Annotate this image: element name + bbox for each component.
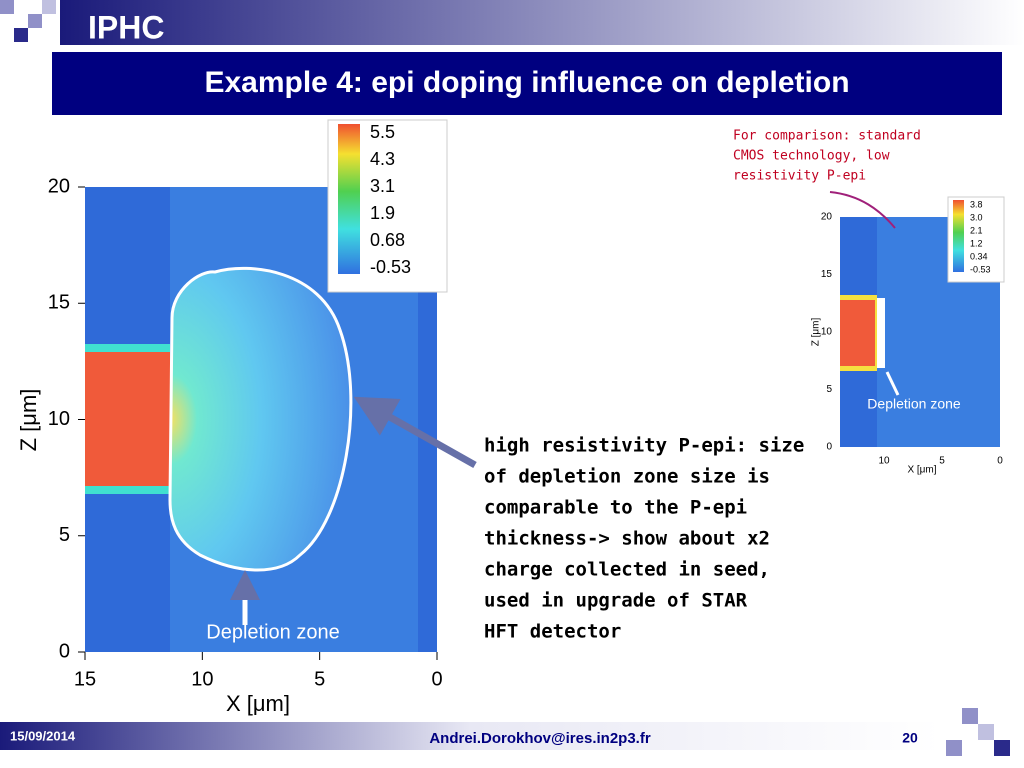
colorbar-label: 0.34 [970, 251, 988, 261]
depletion-zone [877, 298, 885, 368]
y-tick-label: 0 [826, 442, 832, 453]
y-tick-label: 10 [821, 327, 833, 338]
x-tick-label: 5 [939, 456, 945, 467]
caption-line: resistivity P-epi [733, 169, 866, 184]
colorbar-label: 3.1 [370, 176, 395, 196]
body-line: used in upgrade of STAR [484, 590, 748, 612]
colorbar-label: 3.8 [970, 199, 983, 209]
y-tick-label: 15 [48, 292, 70, 314]
x-tick-label: 10 [878, 456, 890, 467]
logo-text: IPHC [88, 9, 164, 45]
pointer-arrow [353, 396, 477, 469]
colorbar-label: 2.1 [970, 225, 983, 235]
caption-line: For comparison: standard [733, 129, 921, 144]
body-line: comparable to the P-epi [484, 497, 747, 519]
colorbar-label: 3.0 [970, 212, 983, 222]
annotation-arrow [885, 371, 900, 396]
colorbar-label: 1.2 [970, 238, 983, 248]
footer-squares [946, 708, 1010, 756]
footer-date: 15/09/2014 [10, 728, 76, 743]
colorbar [338, 124, 360, 274]
doped-region [840, 300, 875, 366]
body-text: high resistivity P-epi: size of depletion… [484, 435, 804, 643]
y-axis-label: Z [μm] [811, 318, 822, 347]
colorbar [953, 200, 964, 272]
doped-region [85, 352, 170, 486]
colorbar-label: 5.5 [370, 122, 395, 142]
x-tick-label: 0 [997, 456, 1003, 467]
x-axis-label: X [μm] [907, 465, 936, 476]
x-axis-label: X [μm] [226, 691, 290, 716]
colorbar-label: 1.9 [370, 203, 395, 223]
colorbar-label: 4.3 [370, 149, 395, 169]
y-tick-label: 5 [826, 384, 832, 395]
title-band [52, 52, 1002, 115]
footer-band [0, 722, 940, 750]
colorbar-label: -0.53 [370, 257, 411, 277]
y-tick-label: 20 [48, 175, 70, 197]
logo-squares [0, 0, 56, 42]
caption-line: CMOS technology, low [733, 149, 890, 164]
y-tick-label: 10 [48, 408, 70, 430]
colorbar-label: 0.68 [370, 230, 405, 250]
y-tick-label: 0 [59, 640, 70, 662]
body-line: HFT detector [484, 621, 621, 643]
x-tick-label: 15 [74, 668, 96, 690]
y-tick-label: 20 [821, 212, 833, 223]
footer-email: Andrei.Dorokhov@ires.in2p3.fr [429, 730, 651, 747]
depletion-zone [168, 266, 353, 572]
y-tick-label: 5 [59, 524, 70, 546]
body-line: thickness-> show about x2 [484, 528, 770, 550]
x-tick-label: 10 [191, 668, 213, 690]
inset-caption: For comparison: standard CMOS technology,… [733, 129, 921, 184]
plot-annotation: Depletion zone [867, 396, 961, 412]
plot-annotation: Depletion zone [206, 621, 339, 643]
body-line: high resistivity P-epi: size [484, 435, 804, 457]
page-number: 20 [902, 730, 918, 746]
plot-region [418, 187, 437, 652]
x-tick-label: 5 [314, 668, 325, 690]
x-tick-label: 0 [431, 668, 442, 690]
body-line: charge collected in seed, [484, 559, 770, 581]
colorbar-label: -0.53 [970, 264, 991, 274]
header-band [60, 0, 1024, 45]
y-tick-label: 15 [821, 269, 833, 280]
body-line: of depletion zone size is [484, 466, 770, 488]
slide-title: Example 4: epi doping influence on deple… [204, 66, 849, 99]
caption-pointer [829, 191, 896, 229]
inset-plot: Depletion zone Z [μm] X [μm] [811, 191, 1005, 476]
y-axis-label: Z [μm] [16, 389, 41, 452]
